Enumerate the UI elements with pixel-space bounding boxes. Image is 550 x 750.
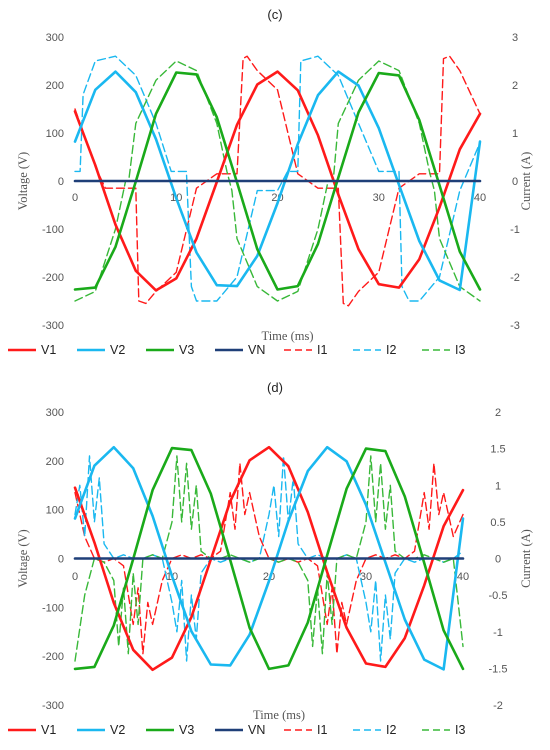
y-tick-label: -300 <box>42 320 64 332</box>
y-tick-label: -200 <box>42 272 64 284</box>
y-tick-label: 300 <box>46 32 64 44</box>
legend-label-i2: I2 <box>386 343 396 357</box>
chart-title: (d) <box>267 380 283 395</box>
y2-tick-label: 1 <box>512 128 518 140</box>
legend-label-v2: V2 <box>110 723 125 737</box>
series-line-i2 <box>74 55 481 302</box>
x-tick-label: 40 <box>474 192 486 204</box>
y-tick-label: 0 <box>58 176 64 188</box>
y2-tick-label: 0.5 <box>490 517 505 529</box>
legend-label-vn: VN <box>248 723 265 737</box>
series-line-v3 <box>73 71 482 291</box>
x-axis-title: Time (ms) <box>253 708 305 722</box>
y2-tick-label: -2 <box>493 700 503 712</box>
y2-tick-label: 3 <box>512 32 518 44</box>
y-tick-label: 200 <box>46 456 64 468</box>
legend-label-v2: V2 <box>110 343 125 357</box>
y-tick-label: -100 <box>42 602 64 614</box>
y2-tick-label: 1.5 <box>490 444 505 456</box>
y2-tick-label: 2 <box>495 407 501 419</box>
x-tick-label: 30 <box>360 571 372 583</box>
x-axis-title: Time (ms) <box>262 329 314 343</box>
series-line-i3 <box>74 60 481 302</box>
legend-label-v1: V1 <box>41 343 56 357</box>
x-tick-label: 40 <box>457 571 469 583</box>
y2-tick-label: -1.5 <box>489 663 508 675</box>
legend-label-i3: I3 <box>455 723 465 737</box>
y-tick-label: 100 <box>46 505 64 517</box>
y-tick-label: 300 <box>46 407 64 419</box>
legend: V1 V2 V3 VN I1 I2 I3 <box>8 723 465 737</box>
y2-tick-label: 1 <box>495 480 501 492</box>
series-line-v2 <box>73 445 465 671</box>
y2-axis-title: Current (A) <box>519 152 533 211</box>
x-tick-label: 30 <box>373 192 385 204</box>
legend: V1 V2 V3 VN I1 I2 I3 <box>8 343 465 357</box>
y2-tick-label: -2 <box>510 272 520 284</box>
y2-tick-label: -3 <box>510 320 520 332</box>
legend-label-v1: V1 <box>41 723 56 737</box>
chart-title: (c) <box>267 7 282 22</box>
chart-panel-d: (d)3002001000-100-200-30021.510.50-0.5-1… <box>8 380 533 737</box>
y-tick-label: -100 <box>42 224 64 236</box>
series-line-i1 <box>74 55 481 307</box>
y-tick-label: 0 <box>58 554 64 566</box>
legend-label-v3: V3 <box>179 343 194 357</box>
y2-tick-label: -1 <box>510 224 520 236</box>
legend-label-i1: I1 <box>317 723 327 737</box>
series-line-v2 <box>73 70 482 292</box>
y-axis-title: Voltage (V) <box>16 529 30 587</box>
y2-tick-label: -1 <box>493 627 503 639</box>
series-line-v3 <box>73 446 465 671</box>
y-axis-title: Voltage (V) <box>16 152 30 210</box>
legend-label-i1: I1 <box>317 343 327 357</box>
x-tick-label: 0 <box>72 571 78 583</box>
y2-tick-label: 0 <box>512 176 518 188</box>
y2-axis-title: Current (A) <box>519 529 533 588</box>
legend-label-i3: I3 <box>455 343 465 357</box>
y2-tick-label: 2 <box>512 80 518 92</box>
y-tick-label: -300 <box>42 700 64 712</box>
y-tick-label: 200 <box>46 80 64 92</box>
y-tick-label: -200 <box>42 651 64 663</box>
legend-label-vn: VN <box>248 343 265 357</box>
series-line-v1 <box>73 445 465 672</box>
series-line-v1 <box>73 70 482 292</box>
x-tick-label: 0 <box>72 192 78 204</box>
legend-label-i2: I2 <box>386 723 396 737</box>
y-tick-label: 100 <box>46 128 64 140</box>
legend-label-v3: V3 <box>179 723 194 737</box>
y2-tick-label: -0.5 <box>489 590 508 602</box>
y2-tick-label: 0 <box>495 554 501 566</box>
